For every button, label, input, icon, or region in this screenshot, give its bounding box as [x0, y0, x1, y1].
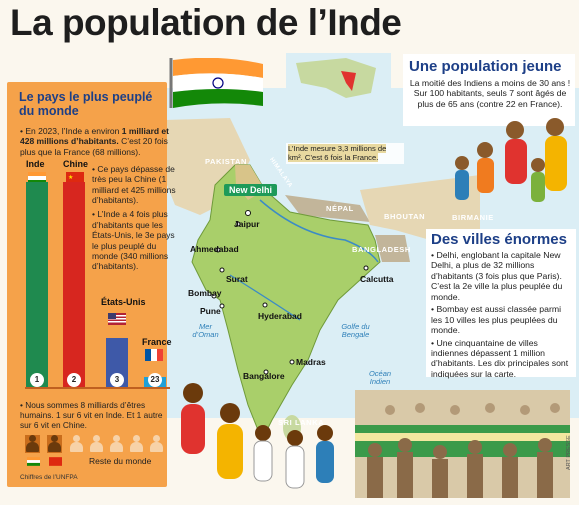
india-shape — [191, 164, 381, 442]
cities-point: • Une cinquantaine de villes indiennes d… — [431, 337, 569, 379]
country-label: BIRMANIE — [452, 213, 494, 222]
northeast-shape — [360, 175, 480, 240]
bar-label: France — [142, 337, 172, 347]
city-label: Ahmedabad — [190, 244, 239, 254]
rank-badge: 1 — [30, 373, 44, 387]
sea-label: Mer d’Oman — [192, 322, 219, 340]
person-icon — [69, 435, 84, 453]
person-icon — [47, 435, 62, 453]
city-label: Jaipur — [234, 219, 260, 229]
city-label: Madras — [296, 357, 326, 367]
world-text: • Nous sommes 8 milliards d’êtres humain… — [20, 400, 163, 431]
city-label: Calcutta — [360, 274, 394, 284]
france-flag-icon — [145, 349, 163, 361]
ganges-river — [259, 199, 379, 263]
bar-label: Inde — [26, 159, 45, 169]
comparison-text: • Ce pays dépasse de très peu la Chine (… — [92, 164, 180, 276]
young-text: La moitié des Indiens a moins de 30 ans … — [409, 78, 571, 109]
cities-box: Des villes énormes • Delhi, englobant la… — [426, 229, 576, 379]
bar-label: Chine — [63, 159, 89, 169]
bar-axis — [25, 387, 170, 389]
bangladesh-shape — [375, 235, 410, 262]
usa-point: • L’Inde a 4 fois plus d’habitants que l… — [92, 209, 175, 272]
rank-badge: 2 — [67, 373, 81, 387]
rank-badge: 3 — [110, 373, 124, 387]
usa-flag-icon — [108, 313, 126, 325]
bar-label: États-Unis — [101, 297, 146, 307]
bar-india — [26, 182, 48, 387]
source-note: Chiffres de l’UNFPA — [20, 474, 78, 481]
china-flag-icon — [49, 457, 62, 466]
left-panel-heading: Le pays le plus peuplé du monde — [19, 90, 153, 119]
city-label: Surat — [226, 274, 248, 284]
india-flag-icon — [169, 58, 263, 108]
train-station-illustration — [355, 390, 570, 498]
locator-map-icon — [286, 53, 391, 108]
person-icon — [109, 435, 124, 453]
city-label: Bangalore — [243, 371, 285, 381]
young-population-box: Une population jeune La moitié des Indie… — [403, 54, 575, 126]
people-illustration — [181, 383, 334, 489]
person-icon — [89, 435, 104, 453]
cities-point: • Delhi, englobant la capitale New Delhi… — [431, 250, 563, 302]
country-label: SRI LANKA — [278, 418, 325, 427]
china-flag-icon: ★ — [66, 172, 84, 184]
credit-label: ART PRESSE — [566, 435, 572, 470]
area-note: L’Inde mesure 3,3 millions de km². C’est… — [286, 143, 404, 164]
country-label: BHOUTAN — [384, 212, 426, 221]
person-icon — [149, 435, 164, 453]
intro-pre: • En 2023, l’Inde a environ — [20, 126, 122, 136]
city-label: Pune — [200, 306, 221, 316]
svg-text:★: ★ — [68, 174, 73, 181]
country-label: PAKISTAN — [205, 157, 248, 166]
family-illustration — [455, 118, 567, 202]
city-label: Hyderabad — [258, 311, 302, 321]
sea-label: Océan Indien — [368, 369, 392, 387]
cities-point: • Bombay est aussi classée parmi les 10 … — [431, 304, 562, 336]
cities-text: • Delhi, englobant la capitale New Delhi… — [431, 250, 573, 381]
intro-post: C’est 20 fois plus que la France (68 mil… — [20, 136, 168, 157]
area-note-text: L’Inde mesure 3,3 millions de — [288, 144, 387, 153]
china-point: • Ce pays dépasse de très peu la Chine (… — [92, 164, 176, 206]
left-panel: Le pays le plus peuplé du monde • En 202… — [7, 82, 176, 487]
rank-badge: 23 — [148, 373, 162, 387]
area-note-unit: km² — [288, 153, 301, 163]
page-title: La population de l’Inde — [10, 2, 402, 43]
country-label: BANGLADESH — [352, 245, 411, 254]
city-label: Bombay — [188, 288, 222, 298]
intro-text: • En 2023, l’Inde a environ 1 milliard e… — [20, 126, 170, 157]
person-icon — [25, 435, 40, 453]
intro-bold: 1 milliard et 428 millions d’habitants. — [20, 126, 169, 147]
capital-label: New Delhi — [224, 184, 278, 196]
cities-heading: Des villes énormes — [431, 231, 567, 248]
area-note-end: . C’est 6 fois la France. — [300, 153, 379, 163]
rest-of-world-label: Reste du monde — [89, 456, 152, 466]
bar-china — [63, 182, 85, 387]
india-small-flag-icon — [27, 457, 40, 466]
sea-label: Golfe du Bengale — [341, 322, 370, 340]
godavari-river — [229, 274, 301, 321]
country-label: NÉPAL — [326, 204, 354, 213]
person-icon — [129, 435, 144, 453]
young-heading: Une population jeune — [409, 58, 562, 75]
